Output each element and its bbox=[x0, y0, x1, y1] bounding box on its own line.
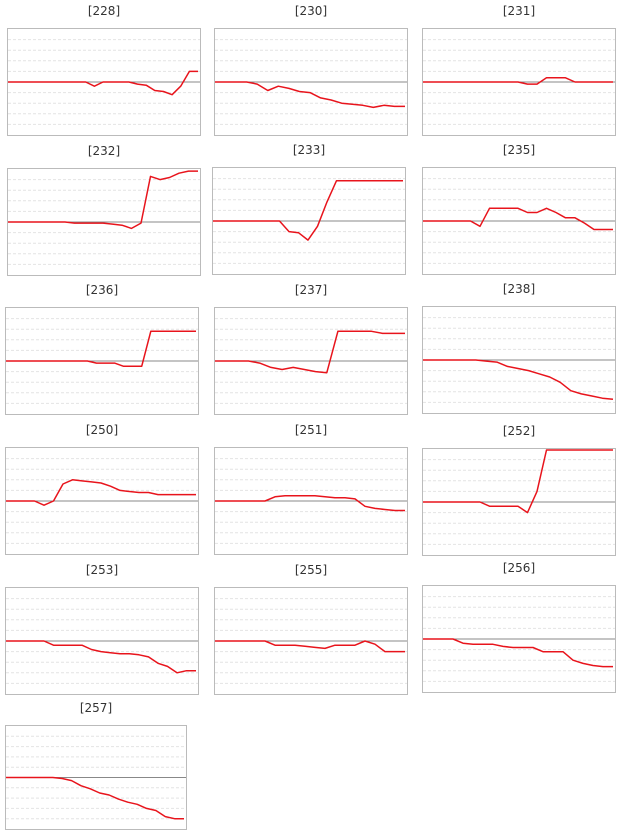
line-chart-svg bbox=[423, 39, 615, 125]
chart-panel: [237] bbox=[214, 283, 408, 415]
chart-title: [233] bbox=[292, 143, 326, 157]
chart-panel: [231] bbox=[422, 4, 616, 136]
line-chart-svg bbox=[423, 317, 615, 403]
chart-panel: [257] bbox=[5, 701, 187, 830]
chart-title: [257] bbox=[79, 701, 113, 715]
series-line bbox=[6, 776, 184, 820]
chart-panel: [233] bbox=[212, 143, 406, 275]
chart-panel: [232] bbox=[7, 144, 201, 276]
plot-area bbox=[422, 448, 616, 556]
chart-title: [252] bbox=[502, 424, 536, 438]
plot-area bbox=[214, 587, 408, 695]
chart-title: [236] bbox=[85, 283, 119, 297]
series-line bbox=[215, 330, 405, 374]
chart-panel: [251] bbox=[214, 423, 408, 555]
series-line bbox=[423, 77, 613, 85]
series-line bbox=[8, 70, 198, 96]
line-chart-svg bbox=[213, 178, 405, 264]
series-line bbox=[215, 81, 405, 109]
line-chart-svg bbox=[215, 318, 407, 404]
chart-panel: [238] bbox=[422, 282, 616, 414]
plot-area bbox=[212, 167, 406, 275]
plot-area bbox=[422, 585, 616, 693]
chart-title: [251] bbox=[294, 423, 328, 437]
chart-title: [231] bbox=[502, 4, 536, 18]
chart-panel: [235] bbox=[422, 143, 616, 275]
plot-area bbox=[214, 28, 408, 136]
plot-area bbox=[5, 587, 199, 695]
chart-title: [256] bbox=[502, 561, 536, 575]
line-chart-svg bbox=[8, 39, 200, 125]
plot-area bbox=[5, 725, 187, 830]
chart-title: [235] bbox=[502, 143, 536, 157]
line-chart-svg bbox=[215, 598, 407, 684]
chart-panel: [253] bbox=[5, 563, 199, 695]
chart-title: [230] bbox=[294, 4, 328, 18]
plot-area bbox=[5, 447, 199, 555]
series-line bbox=[6, 640, 196, 674]
series-line bbox=[215, 640, 405, 653]
line-chart-svg bbox=[6, 318, 198, 404]
series-line bbox=[423, 207, 613, 231]
plot-area bbox=[5, 307, 199, 415]
plot-area bbox=[422, 28, 616, 136]
chart-panel: [228] bbox=[7, 4, 201, 136]
chart-title: [232] bbox=[87, 144, 121, 158]
series-line bbox=[423, 359, 614, 400]
line-chart-svg bbox=[423, 449, 615, 545]
chart-panel: [230] bbox=[214, 4, 408, 136]
series-line bbox=[423, 638, 613, 668]
chart-panel: [252] bbox=[422, 424, 616, 556]
line-chart-svg bbox=[215, 458, 407, 544]
chart-panel: [256] bbox=[422, 561, 616, 693]
series-line bbox=[213, 179, 403, 241]
plot-area bbox=[214, 447, 408, 555]
chart-title: [250] bbox=[85, 423, 119, 437]
chart-panel: [250] bbox=[5, 423, 199, 555]
series-line bbox=[6, 479, 196, 506]
line-chart-svg bbox=[8, 170, 200, 265]
chart-title: [238] bbox=[502, 282, 536, 296]
line-chart-svg bbox=[423, 596, 615, 682]
series-line bbox=[6, 330, 196, 368]
plot-area bbox=[422, 306, 616, 414]
plot-area bbox=[7, 168, 201, 276]
series-line bbox=[423, 449, 613, 514]
plot-area bbox=[422, 167, 616, 275]
series-line bbox=[215, 494, 405, 512]
plot-area bbox=[7, 28, 201, 136]
series-line bbox=[8, 170, 198, 230]
line-chart-svg bbox=[6, 598, 198, 684]
line-chart-svg bbox=[6, 735, 186, 820]
chart-panel: [236] bbox=[5, 283, 199, 415]
chart-panel: [255] bbox=[214, 563, 408, 695]
line-chart-svg bbox=[6, 458, 198, 544]
chart-title: [237] bbox=[294, 283, 328, 297]
line-chart-svg bbox=[423, 178, 615, 264]
chart-title: [228] bbox=[87, 4, 121, 18]
plot-area bbox=[214, 307, 408, 415]
chart-title: [255] bbox=[294, 563, 328, 577]
line-chart-svg bbox=[215, 39, 407, 125]
chart-title: [253] bbox=[85, 563, 119, 577]
